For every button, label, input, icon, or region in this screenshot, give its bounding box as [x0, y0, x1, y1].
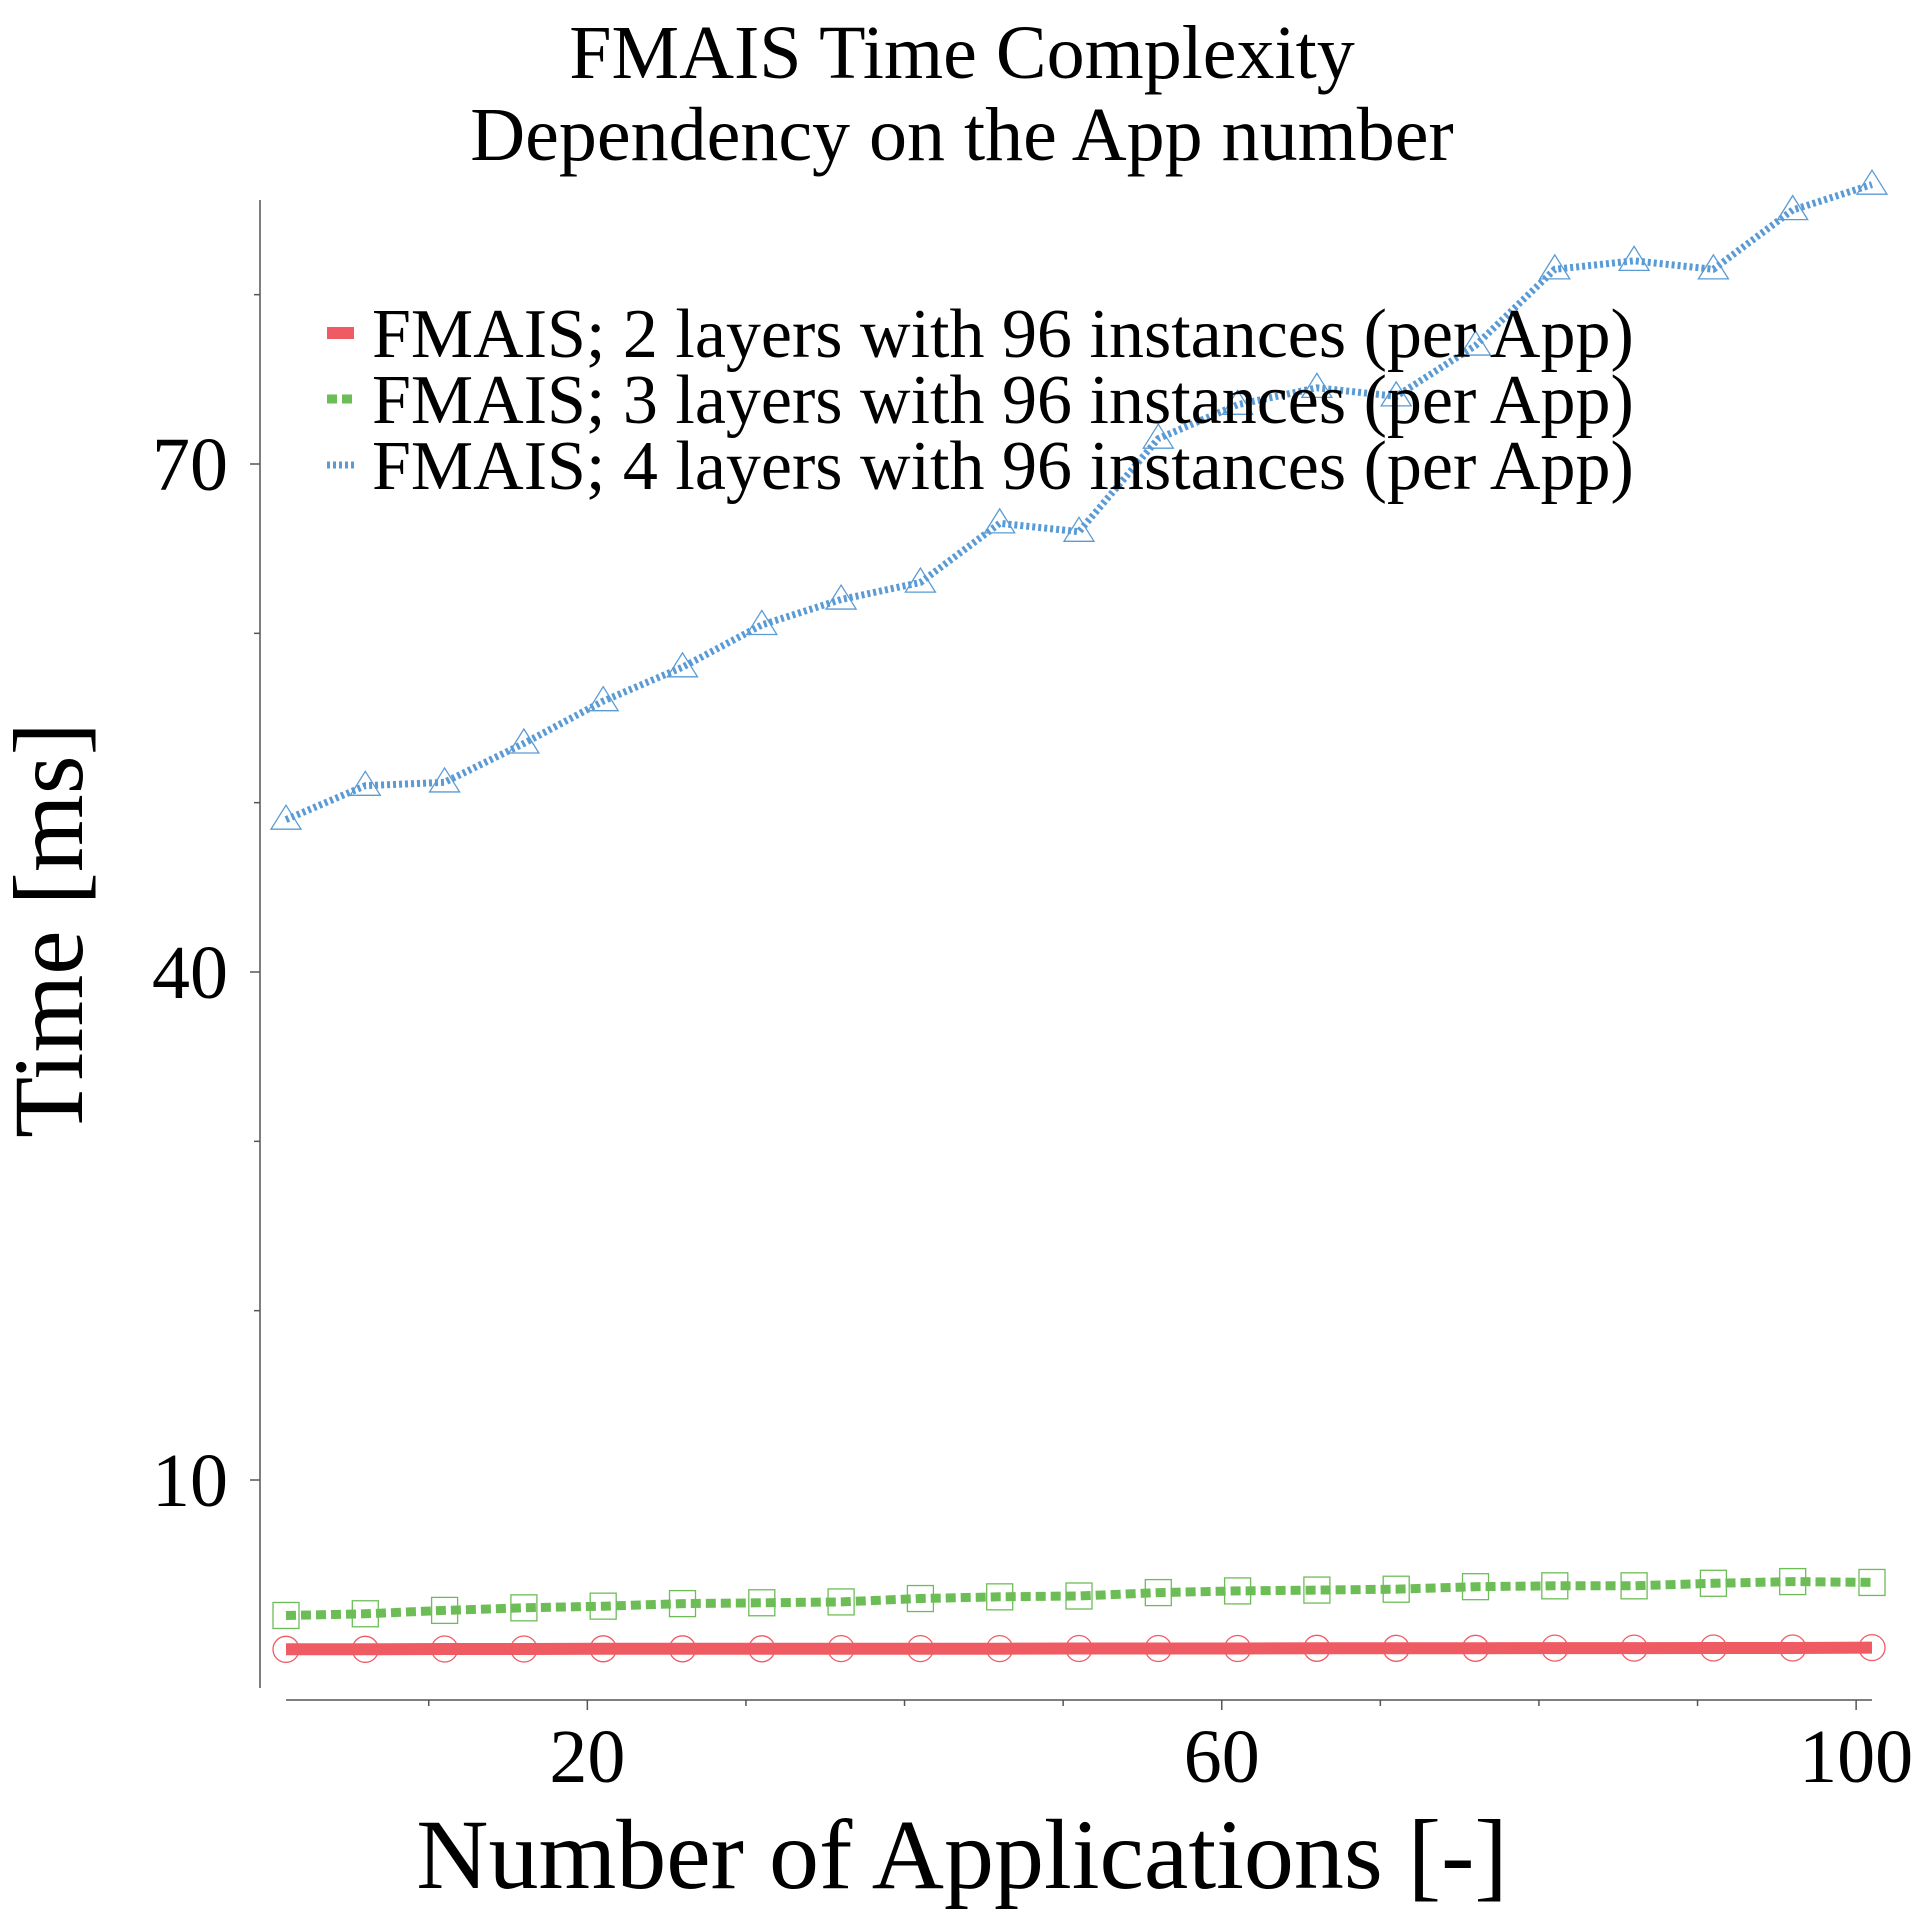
data-point-triangle	[1776, 194, 1809, 221]
data-point-triangle	[1617, 245, 1651, 272]
data-point-triangle	[428, 766, 461, 793]
data-point-circle	[1541, 1634, 1569, 1662]
data-point-square	[1382, 1575, 1410, 1603]
data-point-triangle	[745, 609, 778, 636]
data-point-circle	[1620, 1634, 1648, 1662]
data-point-circle	[1461, 1634, 1490, 1662]
data-point-triangle	[666, 651, 699, 678]
data-point-circle	[1144, 1634, 1172, 1663]
data-point-square	[1779, 1567, 1807, 1596]
data-point-triangle	[1300, 372, 1334, 399]
data-point-circle	[1303, 1634, 1331, 1662]
series-1	[272, 1633, 1886, 1663]
x-axis-label: Number of Applications [-]	[416, 1799, 1507, 1910]
data-point-square	[906, 1584, 935, 1613]
chart-title: FMAIS Time Complexity Dependency on the …	[470, 11, 1454, 177]
data-point-triangle	[1221, 389, 1254, 415]
data-point-circle	[827, 1635, 855, 1663]
data-point-square	[351, 1600, 379, 1628]
data-point-circle	[1065, 1634, 1093, 1663]
data-point-square	[1620, 1572, 1648, 1600]
data-point-square	[986, 1583, 1014, 1611]
data-point-triangle	[904, 566, 937, 593]
data-point-triangle	[1380, 380, 1413, 407]
data-point-circle	[351, 1635, 379, 1663]
data-point-circle	[272, 1635, 300, 1663]
data-point-square	[1858, 1568, 1886, 1597]
data-point-square	[430, 1596, 459, 1625]
data-point-circle	[1699, 1634, 1728, 1662]
chart-title-line-1: FMAIS Time Complexity	[569, 11, 1355, 95]
legend: FMAIS; 2 layers with 96 instances (per A…	[327, 296, 1634, 505]
data-point-circle	[668, 1635, 697, 1663]
data-point-triangle	[983, 507, 1016, 534]
data-point-square	[668, 1589, 697, 1618]
data-point-triangle	[349, 770, 382, 796]
data-point-circle	[906, 1635, 935, 1663]
data-point-square	[1461, 1573, 1490, 1601]
data-point-triangle	[1538, 253, 1571, 280]
data-point-circle	[1779, 1634, 1807, 1662]
x-tick-label: 100	[1799, 1715, 1913, 1799]
data-point-square	[827, 1588, 855, 1616]
data-point-circle	[589, 1635, 617, 1663]
data-point-triangle	[824, 583, 858, 610]
x-tick-label: 20	[549, 1715, 625, 1799]
series-2	[272, 1567, 1886, 1630]
y-tick-label: 10	[152, 1439, 228, 1523]
data-point-triangle	[1062, 516, 1096, 542]
legend-label-1: FMAIS; 2 layers with 96 instances (per A…	[372, 296, 1634, 373]
data-point-circle	[986, 1635, 1014, 1663]
y-axis-label: Time [ms]	[0, 722, 104, 1138]
series-2-line	[285, 1577, 1873, 1620]
data-point-triangle	[1459, 329, 1492, 356]
data-point-circle	[748, 1635, 776, 1663]
legend-label-3: FMAIS; 4 layers with 96 instances (per A…	[372, 428, 1634, 505]
axes: 20 60 100 10 40 70	[152, 200, 1913, 1799]
data-point-circle	[1858, 1633, 1886, 1662]
data-point-square	[1541, 1572, 1569, 1600]
data-point-square	[748, 1589, 776, 1617]
data-point-triangle	[587, 685, 620, 712]
data-point-circle	[430, 1635, 459, 1663]
data-point-square	[589, 1592, 617, 1620]
y-tick-label: 40	[152, 931, 228, 1015]
x-tick-label: 60	[1184, 1715, 1260, 1799]
series-3	[269, 168, 1889, 830]
chart-title-line-2: Dependency on the App number	[470, 93, 1454, 177]
data-point-square	[1303, 1576, 1331, 1604]
data-point-square	[1699, 1569, 1728, 1597]
data-point-triangle	[1142, 422, 1175, 449]
data-point-triangle	[1697, 253, 1730, 280]
data-point-circle	[510, 1635, 538, 1663]
series-1-line	[286, 1641, 1873, 1656]
data-point-square	[1223, 1577, 1252, 1605]
data-point-circle	[1382, 1634, 1410, 1662]
series-layer	[269, 168, 1889, 1663]
data-point-square	[1065, 1582, 1093, 1610]
data-point-square	[510, 1594, 538, 1622]
data-point-square	[1144, 1578, 1172, 1607]
data-point-triangle	[1855, 168, 1889, 195]
data-point-triangle	[269, 803, 303, 830]
series-3-line	[284, 181, 1874, 823]
data-point-square	[272, 1601, 300, 1630]
legend-label-2: FMAIS; 3 layers with 96 instances (per A…	[372, 362, 1634, 439]
y-tick-label: 70	[152, 423, 228, 507]
data-point-circle	[1223, 1634, 1252, 1663]
data-point-triangle	[507, 727, 541, 754]
